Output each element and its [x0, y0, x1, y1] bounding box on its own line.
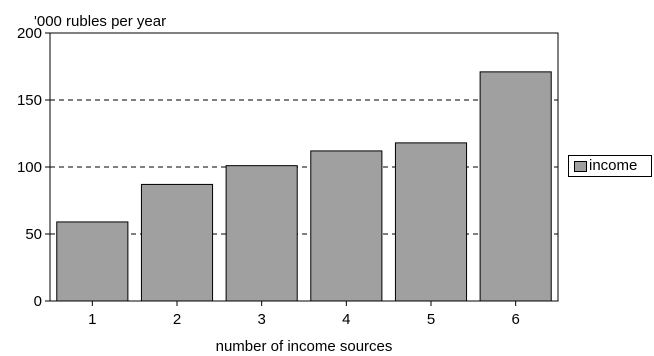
x-tick-label: 3 [257, 311, 265, 328]
y-axis-ticks: 0 50 100 150 200 [17, 25, 50, 310]
y-tick-label: 200 [17, 25, 42, 42]
x-tick-label: 2 [173, 311, 181, 328]
legend-swatch [574, 161, 587, 172]
bar-5 [394, 142, 468, 302]
y-tick-label: 50 [25, 226, 42, 243]
bar-6 [479, 71, 552, 302]
bar-2 [140, 183, 214, 302]
bar-1 [56, 221, 129, 302]
x-tick-label: 4 [342, 311, 350, 328]
y-tick-label: 0 [34, 293, 42, 310]
y-tick-label: 150 [17, 92, 42, 109]
chart-title: '000 rubles per year [34, 13, 166, 30]
x-axis-label: number of income sources [216, 338, 393, 355]
bars [56, 71, 552, 302]
x-tick-label: 6 [511, 311, 519, 328]
bar-4 [310, 150, 383, 302]
legend-label: income [589, 157, 638, 174]
x-tick-label: 1 [88, 311, 96, 328]
legend: income [568, 155, 652, 177]
x-axis-ticks: 1 2 3 4 5 6 [88, 301, 520, 328]
gridlines [50, 99, 558, 235]
bar-3 [225, 165, 298, 302]
x-tick-label: 5 [427, 311, 435, 328]
y-tick-label: 100 [17, 159, 42, 176]
